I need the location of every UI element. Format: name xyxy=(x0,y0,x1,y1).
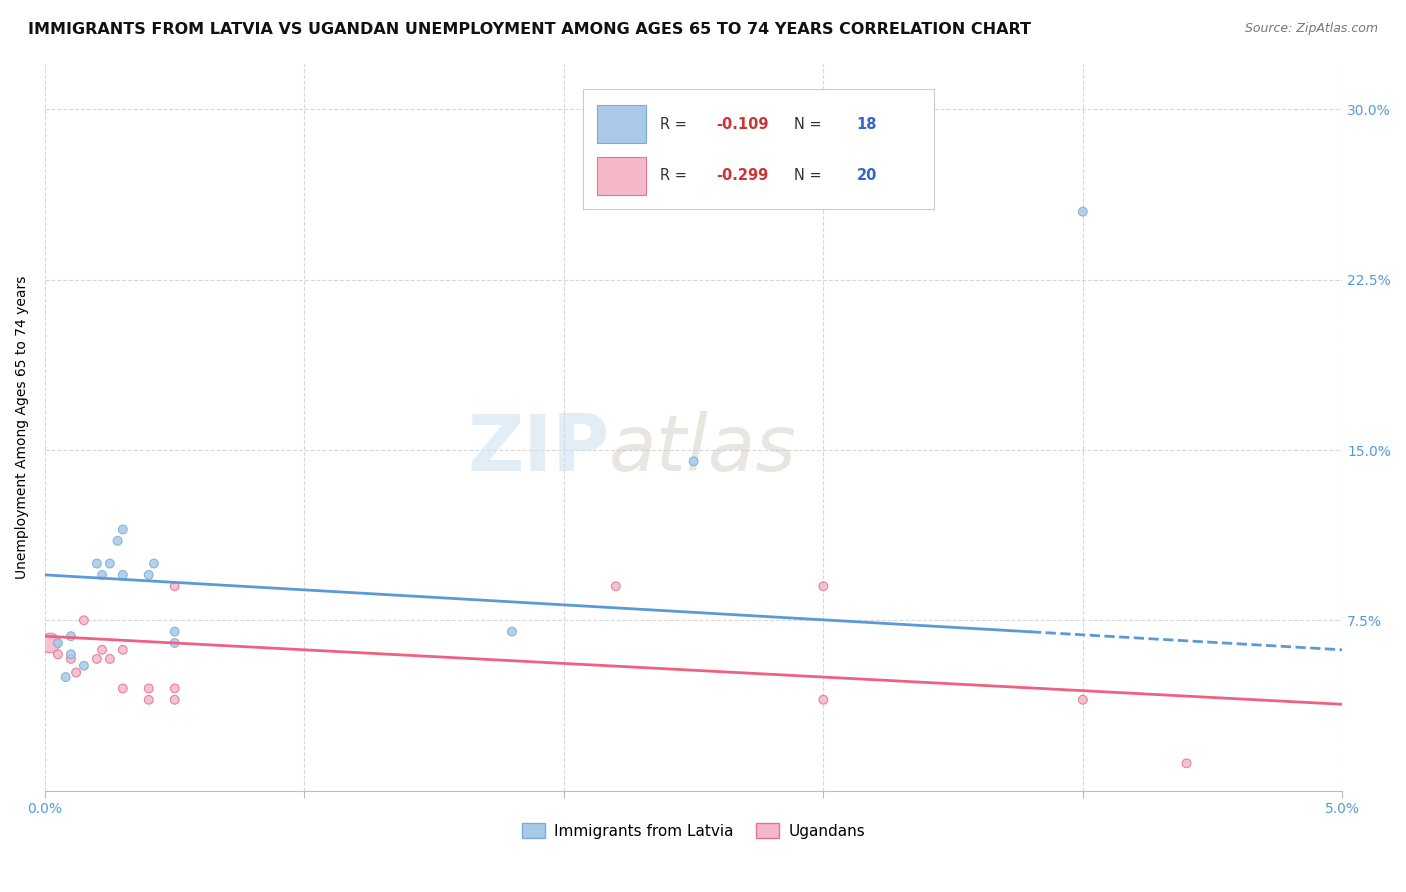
Point xyxy=(605,579,627,593)
Point xyxy=(59,629,82,643)
Point xyxy=(501,624,523,639)
Point xyxy=(1175,756,1198,771)
Text: atlas: atlas xyxy=(609,411,797,487)
Point xyxy=(163,681,186,696)
Point xyxy=(91,567,114,582)
Point xyxy=(813,579,835,593)
Text: Source: ZipAtlas.com: Source: ZipAtlas.com xyxy=(1244,22,1378,36)
Text: ZIP: ZIP xyxy=(467,411,609,487)
Point xyxy=(111,567,134,582)
Point xyxy=(39,636,62,650)
Point xyxy=(86,652,108,666)
Point xyxy=(142,557,165,571)
Point xyxy=(46,636,69,650)
Y-axis label: Unemployment Among Ages 65 to 74 years: Unemployment Among Ages 65 to 74 years xyxy=(15,276,30,579)
Point xyxy=(111,681,134,696)
Point xyxy=(107,533,129,548)
Point xyxy=(73,613,96,627)
Point xyxy=(138,692,160,706)
Point xyxy=(111,642,134,657)
Point xyxy=(1071,204,1094,219)
Point xyxy=(163,624,186,639)
Point xyxy=(55,670,77,684)
Point xyxy=(46,648,69,662)
Point xyxy=(138,567,160,582)
Point xyxy=(163,692,186,706)
Point xyxy=(163,636,186,650)
Point xyxy=(1071,692,1094,706)
Point xyxy=(65,665,87,680)
Point xyxy=(73,658,96,673)
Text: IMMIGRANTS FROM LATVIA VS UGANDAN UNEMPLOYMENT AMONG AGES 65 TO 74 YEARS CORRELA: IMMIGRANTS FROM LATVIA VS UGANDAN UNEMPL… xyxy=(28,22,1031,37)
Point xyxy=(98,557,121,571)
Point xyxy=(59,652,82,666)
Point xyxy=(86,557,108,571)
Point xyxy=(111,523,134,537)
Legend: Immigrants from Latvia, Ugandans: Immigrants from Latvia, Ugandans xyxy=(516,816,872,845)
Point xyxy=(682,454,704,468)
Point xyxy=(59,648,82,662)
Point xyxy=(91,642,114,657)
Point xyxy=(98,652,121,666)
Point xyxy=(813,692,835,706)
Point xyxy=(138,681,160,696)
Point xyxy=(163,579,186,593)
